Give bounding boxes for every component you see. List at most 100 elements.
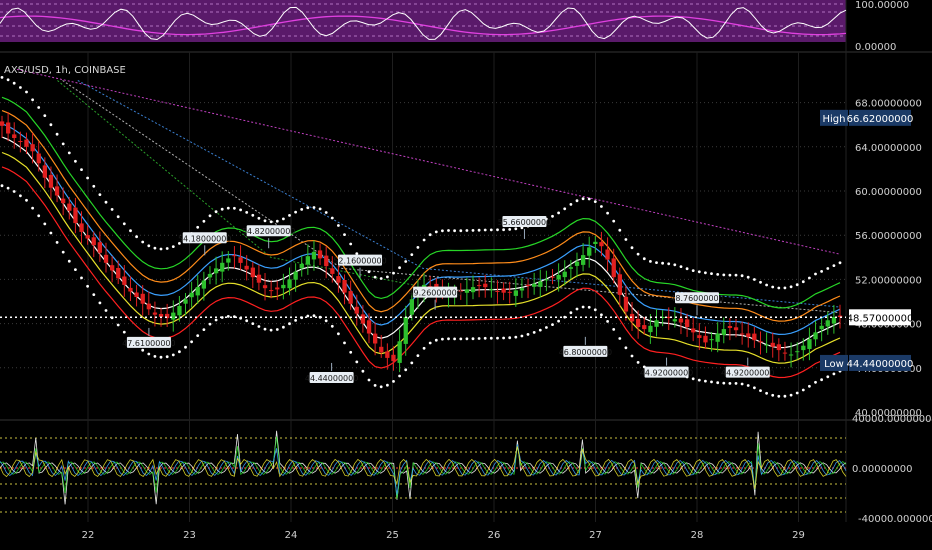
x-tick-label: 25: [386, 530, 399, 541]
candle-body: [36, 153, 41, 164]
price-tick-label: 52.00000000: [855, 275, 922, 286]
band-dot-dot_lower: [575, 307, 579, 311]
candle-body: [232, 255, 237, 257]
band-dot-dot_upper: [606, 211, 609, 215]
band-dot-dot_upper: [122, 222, 126, 226]
band-dot-dot_lower: [37, 214, 41, 218]
band-dot-dot_upper: [410, 253, 414, 256]
bottom-oscillator-panel: [0, 430, 847, 513]
annotation-label: 55.66000000: [498, 218, 551, 227]
band-dot-dot_upper: [416, 246, 420, 249]
top-oscillator-line: [0, 6, 847, 41]
band-dot-dot_lower: [477, 337, 481, 340]
candle-body: [48, 174, 54, 188]
band-dot-dot_lower: [832, 372, 836, 376]
x-tick-label: 24: [285, 530, 298, 541]
candle-body: [574, 261, 580, 266]
candle-body: [483, 283, 488, 288]
price-tick-label: 60.00000000: [855, 187, 922, 198]
band-dot-dot_upper: [324, 211, 328, 214]
band-dot-dot_lower: [746, 384, 750, 387]
band-dot-dot_lower: [710, 380, 713, 384]
bottom-panel-tick-label: 40000.00000000: [852, 414, 932, 425]
candle-body: [532, 283, 537, 287]
band-dot-dot_upper: [655, 261, 658, 264]
band-dot-dot_lower: [759, 389, 762, 392]
band-dot-dot_upper: [691, 269, 695, 272]
candle-body: [293, 271, 298, 280]
band-dot-dot_upper: [31, 98, 34, 102]
annotation-label: 46.80000000: [559, 348, 612, 357]
band-dot-dot_upper: [288, 214, 291, 217]
band-dot-dot_upper: [171, 245, 175, 249]
annotation-box: [182, 232, 227, 244]
band-dot-dot_upper: [318, 207, 322, 211]
top-panel-tick-label: 0.00000: [855, 42, 896, 53]
band-dot-dot_lower: [453, 337, 456, 341]
annotation-box: [563, 345, 608, 357]
band-dot-dot_upper: [294, 210, 297, 214]
candle-body: [214, 268, 219, 274]
annotation-box: [309, 371, 354, 383]
band-dot-dot_upper: [795, 283, 799, 287]
candle-body: [795, 351, 800, 353]
band-dot-dot_lower: [801, 388, 805, 392]
band-dot-dot_lower: [459, 337, 463, 341]
candle-body: [24, 139, 29, 147]
band-dot-dot_upper: [74, 159, 77, 163]
band-dot-dot_lower: [593, 308, 597, 312]
candle-body: [519, 288, 525, 291]
band-dot-dot_lower: [734, 382, 738, 385]
band-dot-dot_upper: [502, 228, 505, 232]
band-dot-dot_upper: [428, 233, 432, 237]
band-dot-dot_lower: [532, 331, 536, 334]
candle-body: [837, 315, 843, 317]
band-dot-dot_lower: [153, 355, 157, 358]
band-dot-dot_lower: [740, 382, 744, 386]
candle-body: [158, 314, 164, 317]
candle-body: [171, 312, 176, 320]
candle-body: [0, 121, 5, 126]
candle-body: [727, 326, 733, 328]
band-dot-dot_lower: [520, 334, 524, 338]
band-dot-dot_lower: [612, 328, 616, 331]
band-dot-dot_lower: [92, 293, 96, 296]
band-dot-dot_upper: [55, 132, 59, 136]
last-price-box: [849, 309, 911, 326]
candle-body: [489, 289, 494, 291]
band-dot-dot_lower: [392, 380, 395, 383]
candle-body: [776, 344, 781, 351]
band-dot-dot_upper: [116, 215, 120, 219]
candle-body: [746, 333, 751, 337]
band-dot-dot_upper: [337, 224, 340, 227]
band-dot-dot_lower: [282, 325, 285, 329]
band-dot-dot_lower: [636, 361, 640, 364]
bottom-oscillator-line-2: [0, 444, 847, 495]
band-dot-dot_lower: [386, 383, 389, 387]
candle-body: [770, 342, 775, 347]
band-dot-dot_upper: [514, 227, 518, 231]
band-dot-dot_lower: [269, 328, 273, 332]
candle-body: [128, 287, 133, 292]
band-dot-dot_lower: [447, 337, 450, 341]
band-dot-dot_upper: [196, 225, 200, 229]
candle-body: [538, 281, 543, 287]
band-dot-dot_lower: [434, 338, 438, 342]
annotation-label: 54.82000000: [242, 227, 295, 236]
band-dot-dot_upper: [557, 211, 560, 215]
low-value-box: [849, 354, 911, 371]
band-dot-dot_lower: [86, 284, 89, 288]
candle-body: [813, 332, 818, 340]
candle-body: [103, 254, 109, 263]
high-value: 66.62000000: [847, 114, 914, 125]
candle-body: [354, 306, 359, 314]
symbol-label: AXS/USD, 1h, COINBASE: [4, 65, 126, 76]
band-dot-dot_upper: [777, 286, 781, 290]
band-dot-dot_lower: [104, 309, 108, 312]
band-dot-dot_upper: [685, 267, 689, 271]
candle-body: [262, 285, 268, 289]
candle-body: [788, 354, 794, 356]
band-dot-dot_lower: [67, 259, 71, 263]
candle-body: [269, 290, 274, 292]
